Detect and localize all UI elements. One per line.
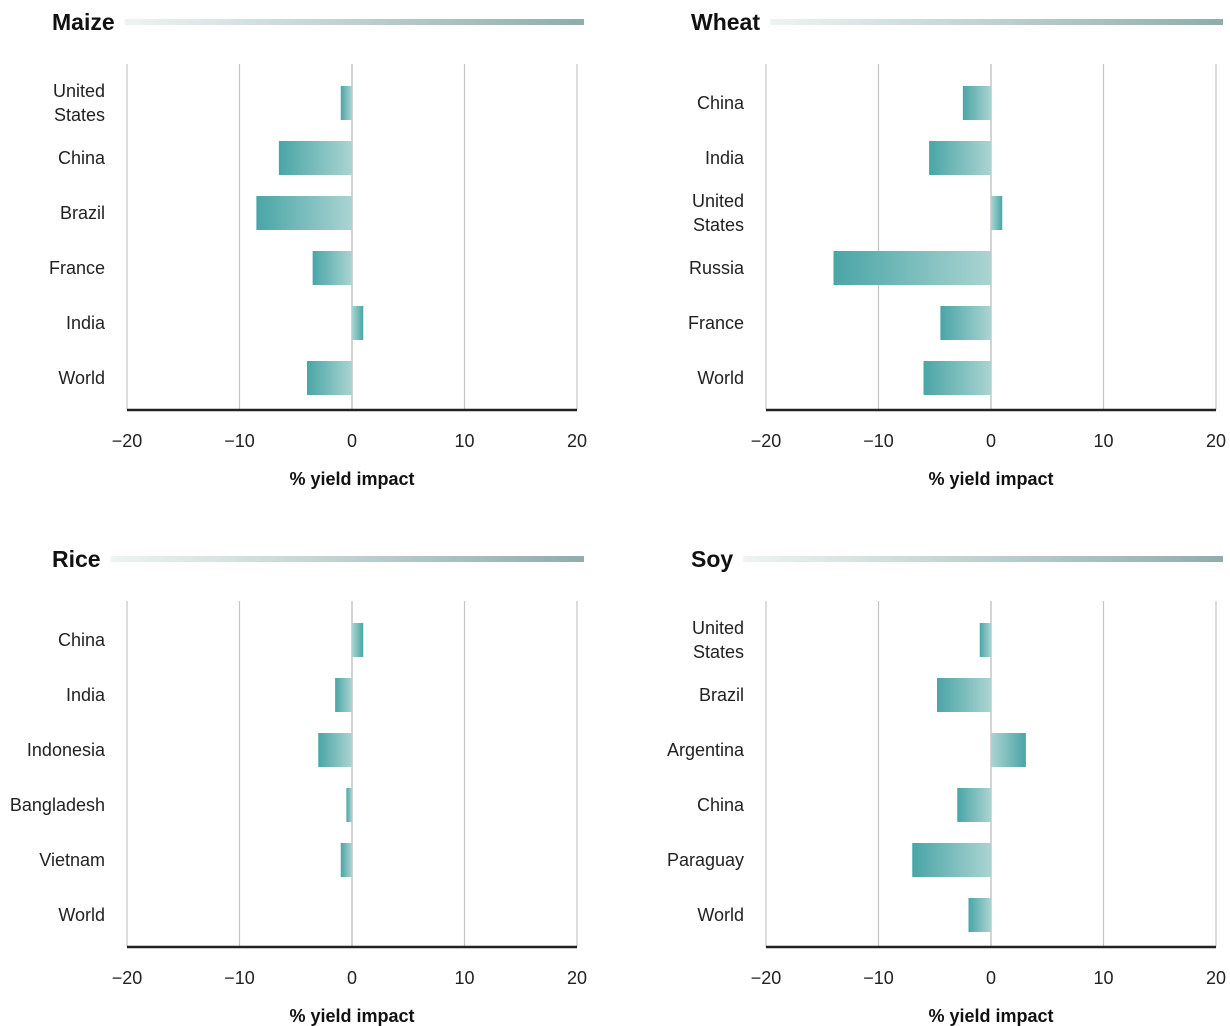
x-axis-title: % yield impact	[928, 469, 1053, 489]
bar-united-states	[979, 623, 991, 657]
x-axis-title: % yield impact	[928, 1006, 1053, 1026]
bar-india	[335, 678, 352, 712]
bar-world	[307, 361, 352, 395]
category-label-russia: Russia	[689, 258, 745, 278]
category-label-china: China	[697, 795, 745, 815]
panel-title: Rice	[52, 546, 101, 572]
x-tick-label: −20	[112, 968, 143, 988]
bar-china	[957, 788, 991, 822]
bar-indonesia	[318, 733, 352, 767]
panel-rice: Rice China India Indonesia Bangladesh Vietnam…	[10, 546, 587, 1026]
category-label-vietnam: Vietnam	[39, 850, 105, 870]
panel-title: Wheat	[691, 9, 760, 35]
bar-vietnam	[340, 843, 352, 877]
category-label-argentina: Argentina	[667, 740, 745, 760]
x-tick-label: −10	[863, 968, 894, 988]
bar-paraguay	[912, 843, 991, 877]
x-tick-label: −10	[224, 968, 255, 988]
x-tick-label: 0	[347, 968, 357, 988]
category-label-brazil: Brazil	[60, 203, 105, 223]
bar-india	[352, 306, 364, 340]
category-label-china: China	[58, 630, 106, 650]
bar-united-states	[340, 86, 352, 120]
bar-china	[278, 141, 352, 175]
panel-soy: Soy United States Brazil Argentina China Parag…	[667, 546, 1226, 1026]
category-label-brazil: Brazil	[699, 685, 744, 705]
category-label-india: India	[705, 148, 745, 168]
bar-india	[929, 141, 991, 175]
x-tick-label: 0	[986, 968, 996, 988]
bar-united-states	[991, 196, 1003, 230]
x-tick-label: 10	[454, 968, 474, 988]
category-label-world: World	[58, 368, 105, 388]
title-rule	[743, 556, 1223, 562]
category-label-world: World	[58, 905, 105, 925]
x-tick-label: 10	[454, 431, 474, 451]
bar-france	[940, 306, 991, 340]
x-tick-label: −10	[224, 431, 255, 451]
x-tick-label: −20	[112, 431, 143, 451]
x-tick-label: 20	[1206, 968, 1226, 988]
category-label-paraguay: Paraguay	[667, 850, 744, 870]
bar-brazil	[937, 678, 991, 712]
x-tick-label: 0	[347, 431, 357, 451]
x-tick-label: 20	[1206, 431, 1226, 451]
x-axis-title: % yield impact	[289, 1006, 414, 1026]
category-label-world: World	[697, 368, 744, 388]
bar-world	[968, 898, 991, 932]
panel-maize: Maize United States China Brazil France India W…	[49, 9, 587, 489]
category-label-united-states: United States	[692, 191, 744, 235]
bar-world	[923, 361, 991, 395]
category-label-india: India	[66, 685, 106, 705]
x-tick-label: 0	[986, 431, 996, 451]
panel-title: Maize	[52, 9, 115, 35]
category-label-bangladesh: Bangladesh	[10, 795, 105, 815]
category-label-india: India	[66, 313, 106, 333]
title-rule	[124, 19, 584, 25]
bar-argentina	[991, 733, 1026, 767]
x-tick-label: 20	[567, 431, 587, 451]
x-tick-label: −20	[751, 968, 782, 988]
bar-china	[962, 86, 991, 120]
bar-bangladesh	[346, 788, 352, 822]
x-tick-label: 10	[1093, 968, 1113, 988]
category-label-united-states: United States	[692, 618, 744, 662]
x-tick-label: 10	[1093, 431, 1113, 451]
category-label-indonesia: Indonesia	[27, 740, 106, 760]
category-label-france: France	[688, 313, 744, 333]
title-rule	[110, 556, 584, 562]
category-label-france: France	[49, 258, 105, 278]
bar-france	[312, 251, 352, 285]
panel-title: Soy	[691, 546, 733, 572]
category-label-china: China	[58, 148, 106, 168]
bar-brazil	[256, 196, 352, 230]
panel-wheat: Wheat China India United States Russia France W…	[688, 9, 1226, 489]
bar-russia	[833, 251, 991, 285]
x-tick-label: 20	[567, 968, 587, 988]
title-rule	[770, 19, 1223, 25]
category-label-china: China	[697, 93, 745, 113]
x-axis-title: % yield impact	[289, 469, 414, 489]
category-label-united-states: United States	[53, 81, 105, 125]
category-label-world: World	[697, 905, 744, 925]
x-tick-label: −20	[751, 431, 782, 451]
x-tick-label: −10	[863, 431, 894, 451]
bar-china	[352, 623, 364, 657]
